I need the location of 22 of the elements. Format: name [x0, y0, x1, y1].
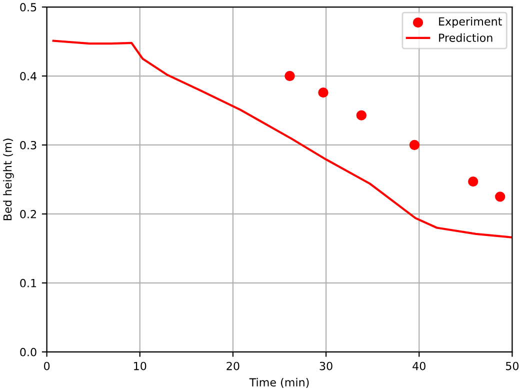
x-tick-label: 50 — [506, 362, 519, 370]
legend-label: Experiment — [439, 17, 502, 28]
point — [495, 192, 506, 202]
y-tick-label: 0.2 — [20, 210, 36, 218]
x-tick-label: 20 — [226, 362, 240, 370]
x-tick-label: 40 — [412, 362, 426, 370]
y-tick-label: 0.5 — [20, 3, 36, 12]
y-tick-label: 0.1 — [20, 278, 36, 288]
point — [356, 110, 366, 120]
x-tick-label: 0 — [44, 362, 50, 370]
y-axis-title: Bed height (m) — [3, 138, 14, 220]
point — [318, 87, 328, 98]
x-axis-title: Time (min) — [249, 378, 309, 388]
x-tick-label: 30 — [320, 362, 332, 370]
y-tick-label: 0.4 — [20, 72, 36, 80]
legend-label: Prediction — [439, 33, 492, 42]
y-tick-label: 0.3 — [20, 140, 36, 150]
x-tick-label: 10 — [134, 362, 146, 370]
point — [468, 176, 478, 187]
point — [409, 140, 420, 150]
y-tick-label: 0.0 — [20, 348, 36, 356]
point — [284, 70, 295, 82]
